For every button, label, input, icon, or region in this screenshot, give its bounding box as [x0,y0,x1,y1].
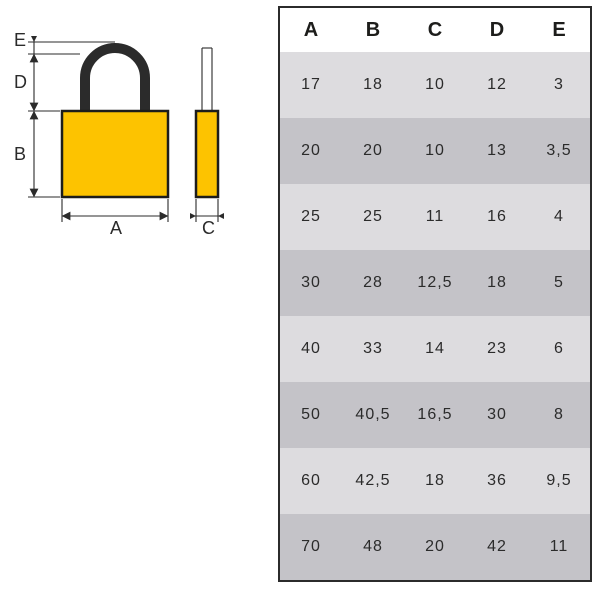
table-row: 60 42,5 18 36 9,5 [280,448,590,514]
padlock-body-front [62,111,168,197]
table-cell: 42,5 [342,472,404,490]
dim-b-label: B [14,144,26,164]
table-row: 25 25 11 16 4 [280,184,590,250]
table-cell: 11 [528,538,590,556]
dim-e-arrow1 [31,36,37,42]
table-cell: 17 [280,76,342,94]
col-header-d: D [466,19,528,42]
table-row: 50 40,5 16,5 30 8 [280,382,590,448]
table-cell: 18 [404,472,466,490]
table-cell: 13 [466,142,528,160]
col-header-c: C [404,19,466,42]
shackle-front [85,48,145,111]
table-cell: 10 [404,142,466,160]
table-cell: 50 [280,406,342,424]
page: A B C D E A B [0,0,600,600]
table-cell: 60 [280,472,342,490]
padlock-body-side [196,111,218,197]
table-cell: 4 [528,208,590,226]
table-row: 30 28 12,5 18 5 [280,250,590,316]
table-cell: 20 [404,538,466,556]
padlock-svg: A B C D E [10,6,274,250]
dimensions-table: A B C D E 17 18 10 12 3 20 20 10 13 3,5 … [278,6,592,582]
table-cell: 5 [528,274,590,292]
dim-c-arrow1 [190,213,196,219]
table-cell: 23 [466,340,528,358]
col-header-b: B [342,19,404,42]
table-row: 17 18 10 12 3 [280,52,590,118]
table-cell: 9,5 [528,472,590,490]
col-header-a: A [280,19,342,42]
table-row: 70 48 20 42 11 [280,514,590,580]
table-cell: 8 [528,406,590,424]
table-cell: 42 [466,538,528,556]
dim-c-arrow2 [218,213,224,219]
table-cell: 48 [342,538,404,556]
table-row: 40 33 14 23 6 [280,316,590,382]
table-cell: 10 [404,76,466,94]
table-cell: 14 [404,340,466,358]
table-cell: 20 [342,142,404,160]
table-cell: 16,5 [404,406,466,424]
table-cell: 3 [528,76,590,94]
table-cell: 6 [528,340,590,358]
table-cell: 30 [280,274,342,292]
table-cell: 70 [280,538,342,556]
table-cell: 28 [342,274,404,292]
table-cell: 18 [466,274,528,292]
table-cell: 25 [342,208,404,226]
table-cell: 30 [466,406,528,424]
dim-a-label: A [110,218,122,238]
table-cell: 36 [466,472,528,490]
table-cell: 33 [342,340,404,358]
padlock-dimension-diagram: A B C D E [10,6,274,250]
table-cell: 25 [280,208,342,226]
table-cell: 12 [466,76,528,94]
table-header-row: A B C D E [280,8,590,52]
dim-d-label: D [14,72,27,92]
table-cell: 40 [280,340,342,358]
table-cell: 3,5 [528,142,590,160]
table-cell: 12,5 [404,274,466,292]
table-row: 20 20 10 13 3,5 [280,118,590,184]
table-cell: 18 [342,76,404,94]
col-header-e: E [528,19,590,42]
dim-e-arrow2 [31,54,37,60]
dim-e-label: E [14,30,26,50]
table-cell: 11 [404,208,466,226]
table-cell: 16 [466,208,528,226]
dim-c-label: C [202,218,215,238]
table-cell: 20 [280,142,342,160]
table-cell: 40,5 [342,406,404,424]
